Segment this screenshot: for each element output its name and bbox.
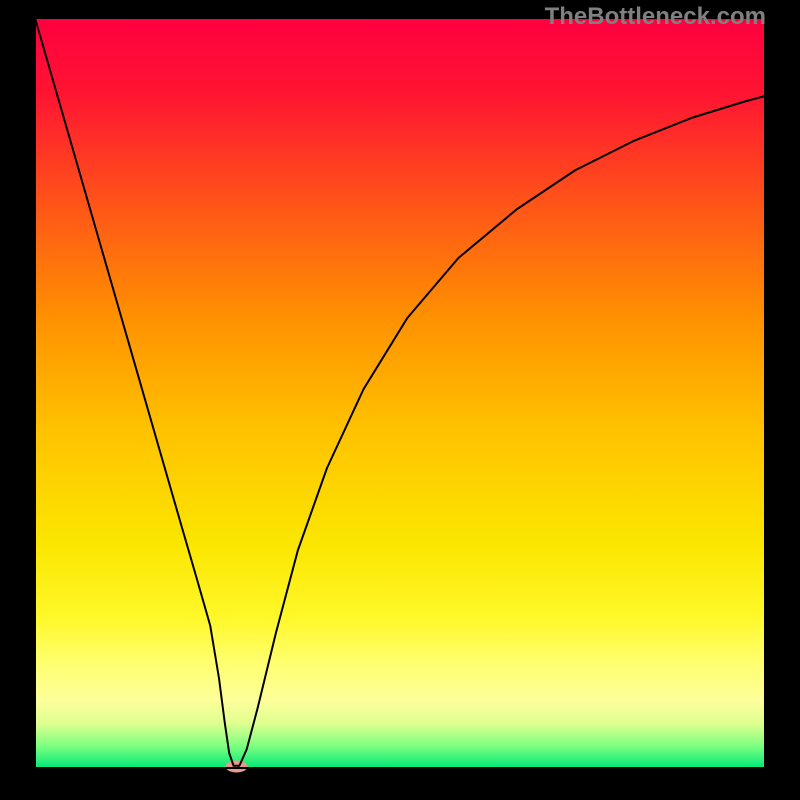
watermark-text: TheBottleneck.com xyxy=(545,3,766,31)
chart-container: TheBottleneck.com xyxy=(0,0,800,800)
plot-background xyxy=(35,18,765,768)
chart-svg xyxy=(0,0,800,800)
